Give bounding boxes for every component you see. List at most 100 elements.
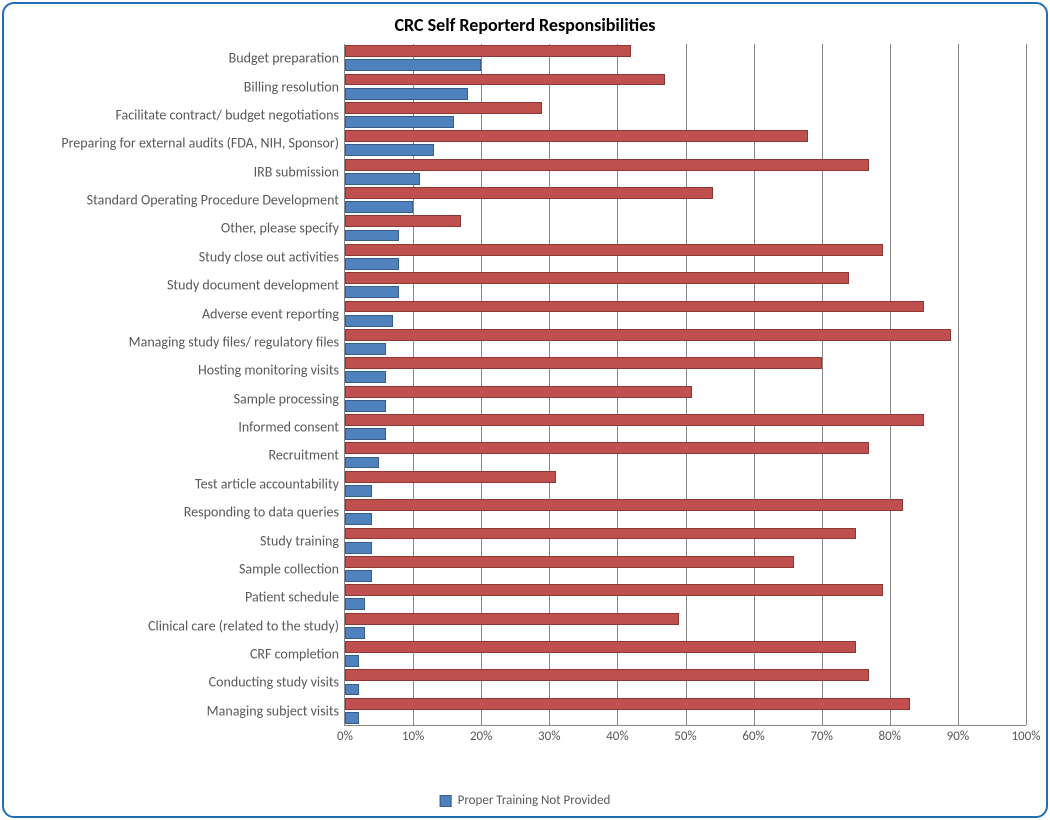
bar xyxy=(345,144,434,156)
bar xyxy=(345,244,883,256)
chart-row: Managing subject visits xyxy=(345,697,1026,725)
bar xyxy=(345,187,713,199)
chart-row: Facilitate contract/ budget negotiations xyxy=(345,101,1026,129)
category-label: Other, please specify xyxy=(221,220,345,237)
bar xyxy=(345,442,869,454)
bar xyxy=(345,414,924,426)
bar xyxy=(345,315,393,327)
category-label: Study document development xyxy=(167,277,345,294)
bar xyxy=(345,698,910,710)
bar xyxy=(345,598,365,610)
chart-row: Adverse event reporting xyxy=(345,299,1026,327)
category-label: Study training xyxy=(260,532,345,549)
bar xyxy=(345,712,359,724)
bar xyxy=(345,669,869,681)
bar xyxy=(345,59,481,71)
bar xyxy=(345,45,631,57)
plot-wrap: 0%10%20%30%40%50%60%70%80%90%100%Budget … xyxy=(24,44,1026,756)
chart-row: Patient schedule xyxy=(345,583,1026,611)
category-label: Preparing for external audits (FDA, NIH,… xyxy=(61,135,345,152)
chart-row: Study close out activities xyxy=(345,243,1026,271)
chart-row: IRB submission xyxy=(345,158,1026,186)
chart-row: Standard Operating Procedure Development xyxy=(345,186,1026,214)
legend-swatch xyxy=(440,795,452,807)
bar xyxy=(345,556,794,568)
chart-row: Test article accountability xyxy=(345,470,1026,498)
chart-row: Other, please specify xyxy=(345,214,1026,242)
x-tick-label: 10% xyxy=(402,725,424,744)
category-label: Facilitate contract/ budget negotiations xyxy=(115,106,345,123)
category-label: Clinical care (related to the study) xyxy=(148,617,345,634)
category-label: Adverse event reporting xyxy=(202,305,345,322)
bar xyxy=(345,371,386,383)
bar xyxy=(345,641,856,653)
bar xyxy=(345,584,883,596)
chart-frame: CRC Self Reporterd Responsibilities 0%10… xyxy=(2,2,1048,818)
chart-row: Study document development xyxy=(345,271,1026,299)
x-tick-label: 100% xyxy=(1011,725,1040,744)
bar xyxy=(345,230,399,242)
category-label: Study close out activities xyxy=(199,248,345,265)
bar xyxy=(345,386,692,398)
chart-row: Informed consent xyxy=(345,413,1026,441)
x-tick-label: 60% xyxy=(742,725,764,744)
category-label: Managing subject visits xyxy=(207,702,345,719)
chart-row: Sample collection xyxy=(345,555,1026,583)
category-label: Responding to data queries xyxy=(184,504,345,521)
bar xyxy=(345,655,359,667)
category-label: Sample processing xyxy=(234,390,345,407)
x-tick-label: 90% xyxy=(947,725,969,744)
bar xyxy=(345,471,556,483)
category-label: Informed consent xyxy=(238,419,345,436)
chart-row: Billing resolution xyxy=(345,72,1026,100)
chart-row: Sample processing xyxy=(345,385,1026,413)
bar xyxy=(345,88,468,100)
category-label: Sample collection xyxy=(239,560,345,577)
bar xyxy=(345,684,359,696)
category-label: Patient schedule xyxy=(245,589,345,606)
bar xyxy=(345,542,372,554)
bar xyxy=(345,357,822,369)
chart-row: CRF completion xyxy=(345,640,1026,668)
x-tick-label: 40% xyxy=(606,725,628,744)
chart-row: Clinical care (related to the study) xyxy=(345,612,1026,640)
bar xyxy=(345,627,365,639)
bar xyxy=(345,286,399,298)
chart-row: Budget preparation xyxy=(345,44,1026,72)
chart-row: Responding to data queries xyxy=(345,498,1026,526)
bar xyxy=(345,130,808,142)
bar xyxy=(345,272,849,284)
category-label: IRB submission xyxy=(254,163,345,180)
bar xyxy=(345,613,679,625)
chart-row: Hosting monitoring visits xyxy=(345,356,1026,384)
bar xyxy=(345,258,399,270)
bar xyxy=(345,457,379,469)
bar xyxy=(345,201,413,213)
category-label: Billing resolution xyxy=(244,78,345,95)
bar xyxy=(345,499,903,511)
bar xyxy=(345,329,951,341)
legend-label: Proper Training Not Provided xyxy=(458,793,611,808)
chart-row: Preparing for external audits (FDA, NIH,… xyxy=(345,129,1026,157)
bar xyxy=(345,102,542,114)
x-tick-label: 30% xyxy=(538,725,560,744)
x-tick-label: 80% xyxy=(879,725,901,744)
bar xyxy=(345,528,856,540)
gridline xyxy=(1026,44,1027,725)
category-label: Hosting monitoring visits xyxy=(198,362,345,379)
bar xyxy=(345,513,372,525)
category-label: Standard Operating Procedure Development xyxy=(87,192,345,209)
category-label: CRF completion xyxy=(250,646,345,663)
chart-row: Conducting study visits xyxy=(345,668,1026,696)
bar xyxy=(345,400,386,412)
x-tick-label: 70% xyxy=(810,725,832,744)
legend: Proper Training Not Provided xyxy=(440,793,611,808)
chart-row: Study training xyxy=(345,526,1026,554)
x-tick-label: 20% xyxy=(470,725,492,744)
bar xyxy=(345,485,372,497)
bar xyxy=(345,343,386,355)
category-label: Conducting study visits xyxy=(209,674,345,691)
chart-title: CRC Self Reporterd Responsibilities xyxy=(4,4,1046,36)
bar xyxy=(345,215,461,227)
bar xyxy=(345,173,420,185)
